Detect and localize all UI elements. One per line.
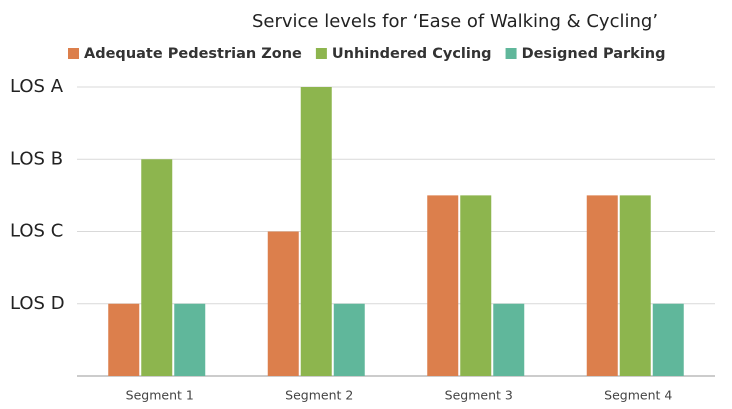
x-tick-label: Segment 4 xyxy=(604,388,672,403)
y-tick-label: LOS A xyxy=(10,76,64,97)
legend-label: Adequate Pedestrian Zone xyxy=(84,46,302,62)
bar xyxy=(333,303,365,376)
bar xyxy=(619,195,651,376)
bar xyxy=(300,87,332,376)
y-tick-label: LOS B xyxy=(10,148,63,169)
legend-label: Unhindered Cycling xyxy=(332,46,492,62)
x-tick-label: Segment 1 xyxy=(126,388,194,403)
legend-label: Designed Parking xyxy=(522,46,666,62)
chart-title: Service levels for ‘Ease of Walking & Cy… xyxy=(252,11,658,32)
bar xyxy=(108,303,140,376)
bar xyxy=(174,303,206,376)
legend-swatch xyxy=(315,48,327,59)
bar xyxy=(427,195,459,376)
bar xyxy=(586,195,618,376)
y-tick-label: LOS D xyxy=(10,293,65,314)
bar xyxy=(267,231,299,376)
legend-swatch xyxy=(68,48,79,59)
x-tick-label: Segment 3 xyxy=(445,388,513,403)
bar xyxy=(460,195,492,376)
legend-swatch xyxy=(505,48,517,59)
y-tick-label: LOS C xyxy=(10,221,63,242)
bar xyxy=(652,303,684,376)
bar xyxy=(141,159,173,376)
bar xyxy=(493,303,525,376)
x-tick-label: Segment 2 xyxy=(285,388,353,403)
